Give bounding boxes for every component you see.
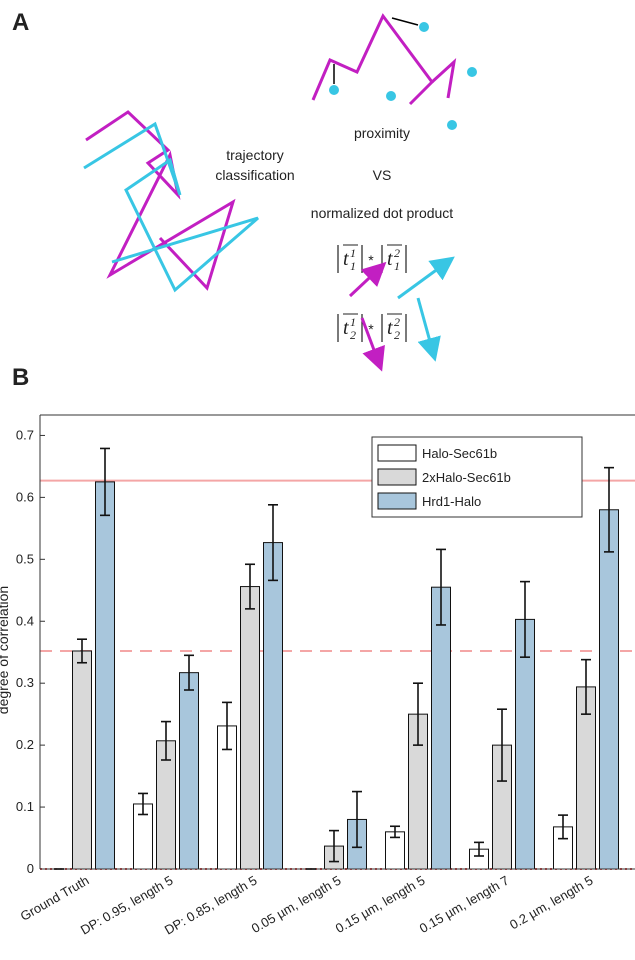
- term: t: [343, 317, 349, 339]
- legend-label: Halo-Sec61b: [422, 446, 497, 461]
- legend-label: Hrd1-Halo: [422, 494, 481, 509]
- label: classification: [215, 167, 294, 183]
- operator: *: [368, 252, 374, 268]
- error-bar: [413, 682, 423, 746]
- label: VS: [373, 167, 392, 183]
- legend-swatch: [377, 468, 417, 486]
- panel-label: B: [12, 364, 29, 391]
- x-tick-label: DP: 0.95, length 5: [78, 873, 176, 938]
- y-tick-label: 0.7: [16, 427, 34, 442]
- subscript: 2: [350, 328, 356, 342]
- error-bar: [245, 563, 255, 610]
- legend-swatch: [377, 444, 417, 462]
- y-tick-label: 0.4: [16, 613, 34, 628]
- bar: [599, 509, 619, 870]
- x-tick-label: 0.15 µm, length 7: [417, 873, 512, 936]
- subscript: 1: [394, 259, 400, 273]
- bar: [240, 586, 260, 870]
- error-bar: [222, 701, 232, 751]
- x-tick-label: DP: 0.85, length 5: [162, 873, 260, 938]
- panel-label: A: [12, 9, 29, 36]
- subscript: 2: [394, 328, 400, 342]
- error-bar: [581, 658, 591, 715]
- y-tick-label: 0.5: [16, 551, 34, 566]
- trajectory: [430, 57, 457, 99]
- error-bar: [604, 466, 614, 553]
- dots: [329, 22, 477, 130]
- x-tick-label: 0.2 µm, length 5: [507, 873, 595, 933]
- term: t: [387, 317, 393, 339]
- error-bar: [161, 720, 171, 761]
- vectors: [348, 256, 455, 372]
- label: normalized dot product: [311, 205, 454, 221]
- error-bar: [100, 447, 110, 517]
- bar: [72, 650, 92, 870]
- x-tick-label: 0.15 µm, length 5: [333, 873, 428, 936]
- error-bar: [474, 841, 484, 857]
- legend-swatch: [377, 492, 417, 510]
- error-bar: [77, 638, 87, 664]
- trajectory: [311, 13, 434, 106]
- x-tick-label: Ground Truth: [18, 873, 92, 924]
- bar: [179, 672, 199, 870]
- y-tick-label: 0.1: [16, 799, 34, 814]
- error-bar: [268, 504, 278, 582]
- error-bar: [520, 580, 530, 658]
- superscript: 2: [394, 315, 400, 329]
- trajectory: [83, 121, 259, 293]
- bar: [431, 586, 451, 870]
- y-axis-label: degree of correlation: [0, 586, 11, 714]
- subscript: 1: [350, 259, 356, 273]
- error-bar: [352, 790, 362, 849]
- term: t: [387, 248, 393, 270]
- y-tick-label: 0: [27, 861, 34, 876]
- term: t: [343, 248, 349, 270]
- error-bar: [329, 829, 339, 863]
- superscript: 2: [394, 246, 400, 260]
- label: trajectory: [226, 147, 284, 163]
- error-bar: [497, 708, 507, 782]
- x-tick-label: 0.05 µm, length 5: [249, 873, 344, 936]
- distance-arrows: [333, 17, 419, 84]
- operator: *: [368, 321, 374, 337]
- error-bar: [390, 825, 400, 839]
- bar: [95, 481, 115, 870]
- bar: [263, 542, 283, 870]
- error-bar: [436, 548, 446, 626]
- error-bar: [184, 654, 194, 691]
- legend-label: 2xHalo-Sec61b: [422, 470, 511, 485]
- label: proximity: [354, 125, 410, 141]
- error-bar: [138, 792, 148, 816]
- superscript: 1: [350, 315, 356, 329]
- y-tick-label: 0.3: [16, 675, 34, 690]
- y-tick-label: 0.6: [16, 489, 34, 504]
- error-bar: [558, 814, 568, 840]
- y-tick-label: 0.2: [16, 737, 34, 752]
- superscript: 1: [350, 246, 356, 260]
